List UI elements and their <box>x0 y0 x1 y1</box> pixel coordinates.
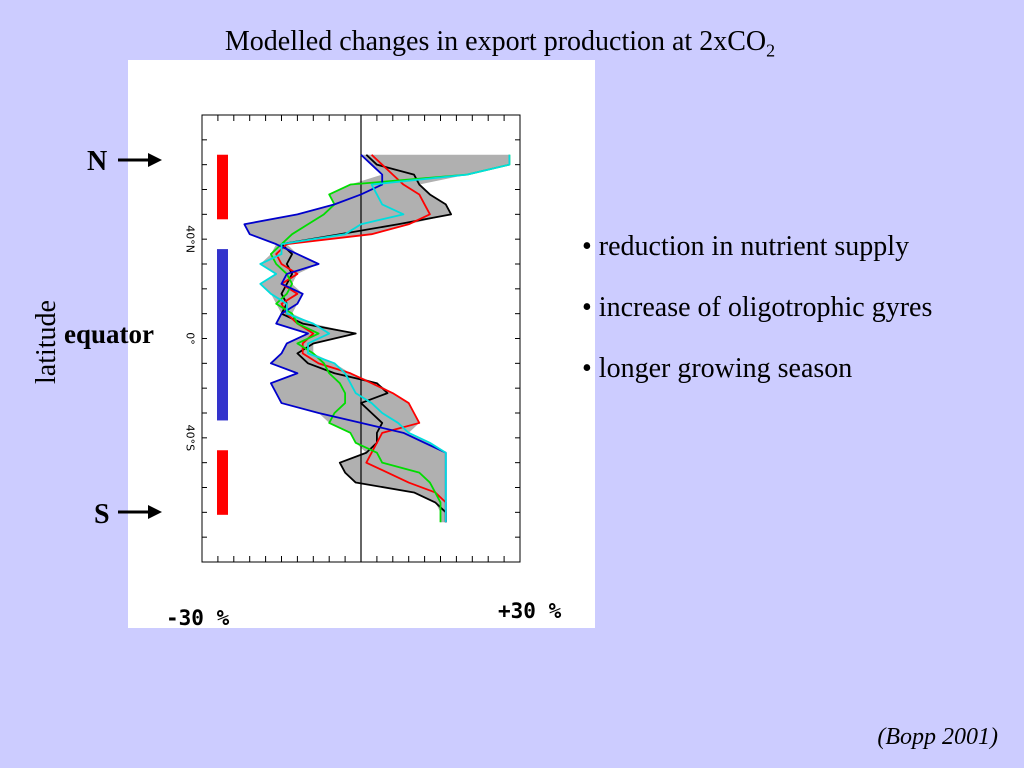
y-tick-label: 40°N <box>184 225 197 253</box>
y-tick-label: 0° <box>184 332 197 345</box>
south-arrow-icon <box>118 505 162 519</box>
bullet-list: • reduction in nutrient supply • increas… <box>582 230 932 413</box>
slide-title-text: Modelled changes in export production at… <box>224 26 767 57</box>
region-bar <box>217 450 228 515</box>
x-axis-max-label: +30 % <box>498 599 562 623</box>
y-axis-label: latitude <box>31 300 62 384</box>
x-axis-min-label: -30 % <box>166 606 230 630</box>
slide-title-subscript: 2 <box>766 40 776 61</box>
bullet-item: • reduction in nutrient supply <box>582 231 910 262</box>
slide-title: Modelled changes in export production at… <box>0 26 1000 62</box>
bullet-item: • longer growing season <box>582 353 853 384</box>
bullet-item: • increase of oligotrophic gyres <box>582 292 933 323</box>
source-citation: (Bopp 2001) <box>877 724 998 750</box>
series-line <box>280 154 453 523</box>
south-label: S <box>94 499 110 530</box>
region-bar <box>217 154 228 220</box>
region-bar <box>217 249 228 421</box>
series-line <box>269 154 511 523</box>
plot-area: 40°N 0° 40°S <box>184 114 521 563</box>
equator-label: equator <box>64 319 154 349</box>
y-tick-label: 40°S <box>184 425 197 451</box>
north-arrow-icon <box>118 153 162 167</box>
chart-panel: 40°N 0° 40°S <box>128 60 595 628</box>
series-line <box>259 154 511 523</box>
north-label: N <box>87 146 108 177</box>
